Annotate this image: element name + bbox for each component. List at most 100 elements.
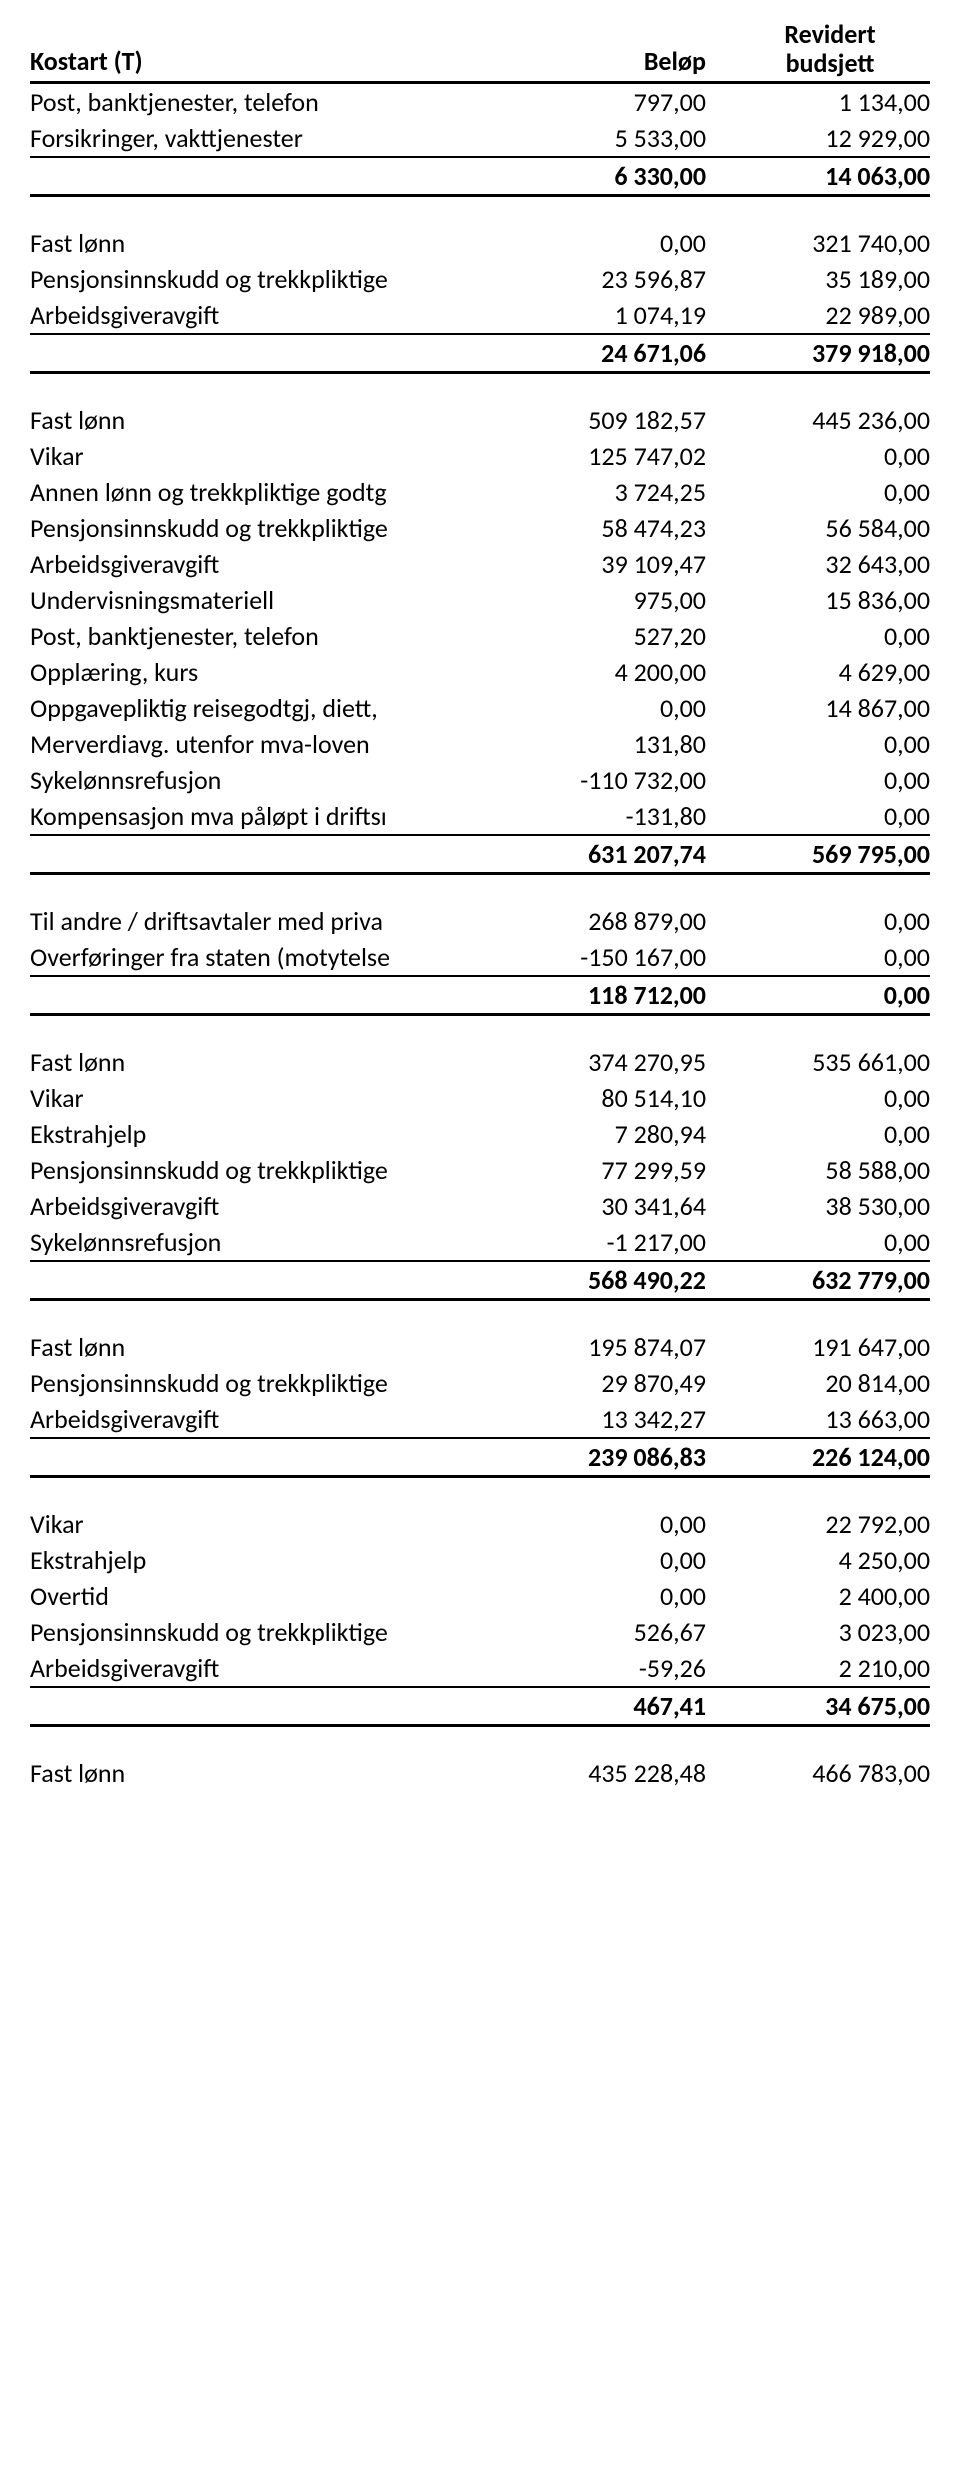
subtotal-budget: 632 779,00: [730, 1264, 930, 1296]
row-label: Kompensasjon mva påløpt i driftsı: [30, 800, 530, 832]
row-belop: -150 167,00: [530, 941, 730, 973]
subtotal-belop: 118 712,00: [530, 979, 730, 1011]
table-row: Fast lønn435 228,48466 783,00: [30, 1755, 930, 1791]
table-row: Kompensasjon mva påløpt i driftsı-131,80…: [30, 798, 930, 834]
row-label: Fast lønn: [30, 1331, 530, 1363]
row-label: Overføringer fra staten (motytelse: [30, 941, 530, 973]
row-budget: 20 814,00: [730, 1367, 930, 1399]
row-label: Pensjonsinnskudd og trekkpliktige: [30, 1367, 530, 1399]
table-row: Vikar0,0022 792,00: [30, 1506, 930, 1542]
row-belop: 29 870,49: [530, 1367, 730, 1399]
row-budget: 0,00: [730, 476, 930, 508]
subtotal-row: 239 086,83226 124,00: [30, 1437, 930, 1478]
row-label: Fast lønn: [30, 1046, 530, 1078]
table-row: Arbeidsgiveravgift13 342,2713 663,00: [30, 1401, 930, 1437]
row-belop: 5 533,00: [530, 122, 730, 154]
row-budget: 1 134,00: [730, 86, 930, 118]
subtotal-label: [30, 1264, 530, 1296]
table-row: Pensjonsinnskudd og trekkpliktige29 870,…: [30, 1365, 930, 1401]
row-label: Post, banktjenester, telefon: [30, 620, 530, 652]
row-label: Merverdiavg. utenfor mva-loven: [30, 728, 530, 760]
row-belop: 975,00: [530, 584, 730, 616]
section-gap: [30, 1016, 930, 1044]
table-row: Sykelønnsrefusjon-110 732,000,00: [30, 762, 930, 798]
table-row: Arbeidsgiveravgift1 074,1922 989,00: [30, 297, 930, 333]
row-budget: 0,00: [730, 1118, 930, 1150]
row-belop: 7 280,94: [530, 1118, 730, 1150]
row-label: Vikar: [30, 1082, 530, 1114]
table-row: Fast lønn0,00321 740,00: [30, 225, 930, 261]
table-row: Til andre / driftsavtaler med priva268 8…: [30, 903, 930, 939]
row-label: Opplæring, kurs: [30, 656, 530, 688]
row-budget: 56 584,00: [730, 512, 930, 544]
table-row: Ekstrahjelp0,004 250,00: [30, 1542, 930, 1578]
row-belop: 23 596,87: [530, 263, 730, 295]
subtotal-budget: 14 063,00: [730, 160, 930, 192]
table-row: Ekstrahjelp7 280,940,00: [30, 1116, 930, 1152]
row-budget: 4 250,00: [730, 1544, 930, 1576]
row-budget: 0,00: [730, 728, 930, 760]
section-gap: [30, 1301, 930, 1329]
subtotal-belop: 631 207,74: [530, 838, 730, 870]
row-label: Arbeidsgiveravgift: [30, 548, 530, 580]
row-label: Pensjonsinnskudd og trekkpliktige: [30, 1616, 530, 1648]
subtotal-belop: 24 671,06: [530, 337, 730, 369]
row-budget: 0,00: [730, 941, 930, 973]
subtotal-belop: 6 330,00: [530, 160, 730, 192]
row-belop: 39 109,47: [530, 548, 730, 580]
table-row: Overtid0,002 400,00: [30, 1578, 930, 1614]
row-belop: 435 228,48: [530, 1757, 730, 1789]
subtotal-budget: 226 124,00: [730, 1441, 930, 1473]
row-belop: 4 200,00: [530, 656, 730, 688]
table-row: Merverdiavg. utenfor mva-loven131,800,00: [30, 726, 930, 762]
row-budget: 13 663,00: [730, 1403, 930, 1435]
row-belop: -110 732,00: [530, 764, 730, 796]
table-row: Pensjonsinnskudd og trekkpliktige58 474,…: [30, 510, 930, 546]
subtotal-label: [30, 979, 530, 1011]
row-budget: 38 530,00: [730, 1190, 930, 1222]
row-budget: 0,00: [730, 764, 930, 796]
row-budget: 22 989,00: [730, 299, 930, 331]
row-budget: 0,00: [730, 800, 930, 832]
table-body: Post, banktjenester, telefon797,001 134,…: [30, 84, 930, 1791]
row-budget: 535 661,00: [730, 1046, 930, 1078]
row-label: Fast lønn: [30, 227, 530, 259]
row-belop: 0,00: [530, 1508, 730, 1540]
row-budget: 445 236,00: [730, 404, 930, 436]
subtotal-row: 568 490,22632 779,00: [30, 1260, 930, 1301]
table-row: Vikar125 747,020,00: [30, 438, 930, 474]
subtotal-label: [30, 337, 530, 369]
header-budget-line2: budsjett: [730, 49, 930, 78]
row-belop: 0,00: [530, 1544, 730, 1576]
table-row: Arbeidsgiveravgift39 109,4732 643,00: [30, 546, 930, 582]
header-budget-line1: Revidert: [730, 20, 930, 49]
budget-table: Kostart (T) Beløp Revidert budsjett Post…: [30, 20, 930, 1791]
row-belop: 374 270,95: [530, 1046, 730, 1078]
row-budget: 22 792,00: [730, 1508, 930, 1540]
row-label: Arbeidsgiveravgift: [30, 1403, 530, 1435]
section-gap: [30, 197, 930, 225]
header-budget: Revidert budsjett: [730, 20, 930, 77]
table-row: Undervisningsmateriell975,0015 836,00: [30, 582, 930, 618]
table-row: Fast lønn195 874,07191 647,00: [30, 1329, 930, 1365]
section-gap: [30, 875, 930, 903]
row-budget: 3 023,00: [730, 1616, 930, 1648]
row-budget: 2 210,00: [730, 1652, 930, 1684]
table-row: Pensjonsinnskudd og trekkpliktige526,673…: [30, 1614, 930, 1650]
row-belop: 125 747,02: [530, 440, 730, 472]
subtotal-label: [30, 1690, 530, 1722]
table-row: Post, banktjenester, telefon797,001 134,…: [30, 84, 930, 120]
row-label: Arbeidsgiveravgift: [30, 1190, 530, 1222]
subtotal-budget: 0,00: [730, 979, 930, 1011]
table-row: Pensjonsinnskudd og trekkpliktige77 299,…: [30, 1152, 930, 1188]
row-label: Undervisningsmateriell: [30, 584, 530, 616]
subtotal-belop: 239 086,83: [530, 1441, 730, 1473]
row-budget: 32 643,00: [730, 548, 930, 580]
row-budget: 12 929,00: [730, 122, 930, 154]
row-budget: 35 189,00: [730, 263, 930, 295]
row-budget: 4 629,00: [730, 656, 930, 688]
row-label: Arbeidsgiveravgift: [30, 299, 530, 331]
row-label: Annen lønn og trekkpliktige godtg: [30, 476, 530, 508]
row-budget: 2 400,00: [730, 1580, 930, 1612]
row-budget: 466 783,00: [730, 1757, 930, 1789]
